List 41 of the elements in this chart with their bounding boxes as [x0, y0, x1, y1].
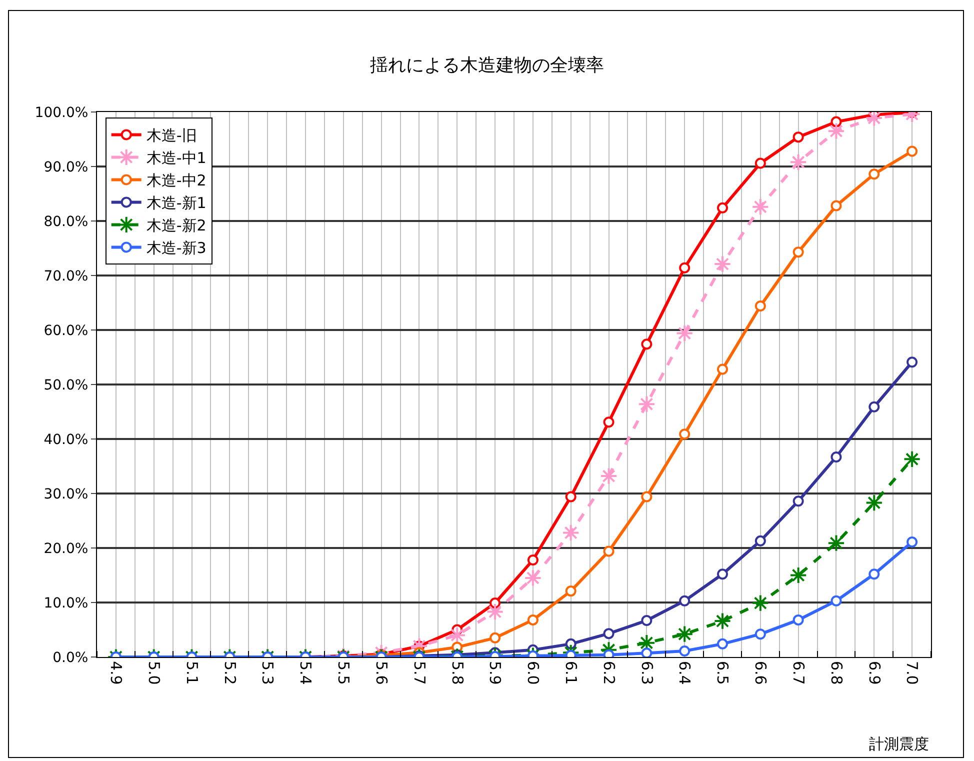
x-axis-title: 計測震度: [869, 735, 929, 753]
legend-label: 木造-新3: [146, 239, 206, 258]
x-tick-label: 5.1: [182, 661, 201, 685]
y-tick-label: 80.0%: [44, 214, 88, 230]
x-tick-label: 5.6: [372, 661, 390, 685]
x-tick-label: 6.5: [714, 661, 732, 685]
x-tick-label: 5.0: [144, 661, 163, 685]
x-tick-label: 6.0: [524, 661, 542, 685]
chart-title: 揺れによる木造建物の全壊率: [370, 54, 604, 76]
y-tick-label: 90.0%: [44, 159, 88, 176]
y-tick-label: 40.0%: [44, 432, 88, 448]
y-tick-label: 60.0%: [44, 322, 88, 339]
x-tick-label: 5.4: [296, 661, 315, 685]
x-tick-label: 5.5: [334, 661, 353, 685]
x-tick-label: 6.4: [676, 661, 694, 685]
legend-label: 木造-中1: [146, 149, 206, 168]
x-tick-label: 6.6: [752, 661, 770, 685]
x-tick-label: 5.3: [258, 661, 277, 685]
x-tick-label: 5.2: [220, 661, 239, 685]
x-tick-label: 5.9: [486, 661, 504, 685]
x-tick-label: 6.7: [789, 661, 808, 685]
y-tick-label: 10.0%: [44, 595, 88, 612]
legend-label: 木造-新1: [146, 194, 206, 212]
y-tick-label: 50.0%: [44, 377, 88, 394]
x-tick-label: 6.9: [865, 661, 884, 685]
y-tick-label: 100.0%: [34, 104, 88, 121]
y-tick-label: 20.0%: [44, 540, 88, 557]
x-tick-label: 6.8: [827, 661, 846, 685]
legend-label: 木造-新2: [146, 216, 206, 235]
legend-label: 木造-中2: [146, 172, 206, 190]
x-tick-label: 6.3: [638, 661, 656, 685]
y-tick-label: 70.0%: [44, 268, 88, 284]
x-tick-label: 4.9: [107, 661, 126, 685]
x-tick-label: 5.7: [410, 661, 428, 685]
x-tick-label: 5.8: [448, 661, 466, 685]
x-tick-label: 7.0: [903, 661, 922, 685]
y-tick-label: 30.0%: [44, 486, 88, 502]
legend-label: 木造-旧: [146, 126, 197, 145]
x-tick-label: 6.2: [600, 661, 618, 685]
x-tick-label: 6.1: [562, 661, 580, 685]
y-tick-label: 0.0%: [52, 650, 88, 666]
